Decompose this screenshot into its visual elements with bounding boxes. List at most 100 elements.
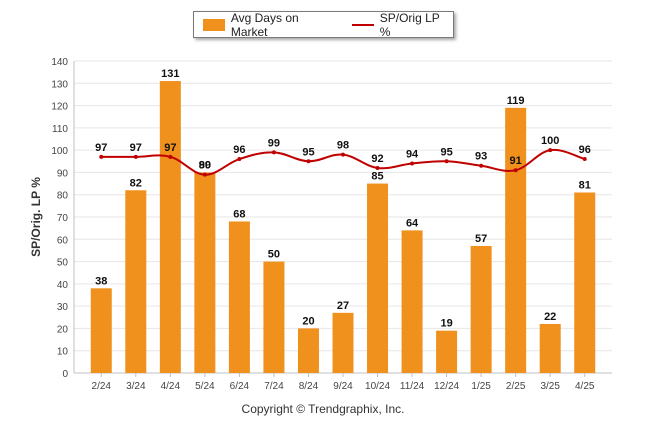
bar <box>367 183 389 373</box>
line-data-label: 97 <box>95 142 107 154</box>
y-tick-label: 80 <box>57 191 69 202</box>
y-tick-label: 130 <box>51 79 68 90</box>
legend-item-bar[interactable]: Avg Days on Market <box>203 11 338 39</box>
bar <box>470 245 492 373</box>
y-tick-label: 100 <box>51 146 68 157</box>
x-tick-label: 8/24 <box>299 381 319 392</box>
bar-data-label: 82 <box>130 177 142 189</box>
x-tick-label: 6/24 <box>230 381 250 392</box>
bar <box>436 330 458 373</box>
y-tick-label: 10 <box>57 347 69 358</box>
y-tick-label: 70 <box>57 213 69 224</box>
copyright-text: Copyright © Trendgraphix, Inc. <box>241 402 405 416</box>
bar-data-label: 27 <box>337 300 349 312</box>
line-data-label: 98 <box>337 140 349 152</box>
line-point <box>99 154 104 159</box>
x-tick-label: 7/24 <box>264 381 284 392</box>
x-tick-label: 4/25 <box>575 381 595 392</box>
line-point <box>341 152 345 157</box>
x-tick-label: 3/24 <box>126 381 146 392</box>
bar <box>194 172 216 373</box>
x-tick-label: 2/24 <box>92 381 112 392</box>
x-tick-label: 3/25 <box>540 381 560 392</box>
x-tick-label: 12/24 <box>434 381 459 392</box>
y-tick-label: 20 <box>57 324 69 335</box>
bar-data-label: 81 <box>579 179 591 191</box>
line-data-label: 96 <box>579 144 591 156</box>
y-tick-label: 50 <box>57 258 69 269</box>
line-data-label: 91 <box>510 155 522 167</box>
bar <box>228 221 250 373</box>
line-point <box>271 150 276 155</box>
y-tick-label: 90 <box>57 168 69 179</box>
y-tick-label: 120 <box>51 102 68 113</box>
legend-line-swatch <box>351 23 374 26</box>
line-point <box>582 157 587 162</box>
legend-label-bar: Avg Days on Market <box>230 10 299 39</box>
line-data-label: 96 <box>233 144 245 156</box>
bar-data-label: 90 <box>199 159 211 171</box>
line-point <box>479 163 484 168</box>
bar <box>297 328 319 373</box>
y-tick-label: 140 <box>51 57 68 68</box>
line-data-label: 97 <box>164 142 176 154</box>
bar <box>539 323 561 373</box>
bar <box>574 192 596 373</box>
line-data-label: 100 <box>541 135 559 147</box>
line-data-label: 92 <box>371 153 383 165</box>
line-point <box>375 165 380 170</box>
bar-data-label: 119 <box>507 95 525 107</box>
line-point <box>306 159 311 164</box>
y-tick-label: 110 <box>52 124 68 135</box>
bar-data-label: 50 <box>268 249 280 261</box>
bar <box>263 261 285 373</box>
legend: Avg Days on Market SP/Orig LP % <box>193 10 454 39</box>
bar-data-label: 131 <box>161 68 179 80</box>
x-tick-label: 4/24 <box>161 381 181 392</box>
bar <box>401 230 423 373</box>
legend-item-line[interactable]: SP/Orig LP % <box>351 10 453 39</box>
bar-data-label: 85 <box>371 171 383 183</box>
y-tick-label: 0 <box>62 369 68 380</box>
y-tick-label: 30 <box>57 302 69 313</box>
line-data-label: 95 <box>440 146 452 158</box>
line-data-label: 99 <box>268 137 280 149</box>
bar-data-label: 22 <box>544 311 556 323</box>
line-data-label: 93 <box>475 151 487 163</box>
line-point <box>202 172 207 177</box>
bar <box>125 190 147 373</box>
y-tick-label: 40 <box>57 280 69 291</box>
bar <box>159 81 181 374</box>
bar-data-label: 68 <box>233 208 245 220</box>
y-tick-label: 60 <box>57 235 69 246</box>
line-data-label: 95 <box>302 146 314 158</box>
bar-data-label: 38 <box>95 275 107 287</box>
x-tick-label: 11/24 <box>400 381 425 392</box>
bar-data-label: 64 <box>406 217 419 229</box>
line-point <box>410 161 415 166</box>
line-data-label: 97 <box>130 142 142 154</box>
x-tick-label: 5/24 <box>195 381 215 392</box>
line-point <box>444 159 449 164</box>
line-point <box>548 148 553 153</box>
line-data-label: 89 <box>199 160 211 172</box>
x-tick-label: 10/24 <box>365 381 390 392</box>
x-tick-label: 1/25 <box>471 381 491 392</box>
line-point <box>168 154 173 159</box>
x-tick-label: 2/25 <box>506 381 526 392</box>
bar <box>505 107 527 374</box>
bar-data-label: 57 <box>475 233 487 245</box>
legend-label-line: SP/Orig LP % <box>379 10 440 39</box>
line-data-label: 94 <box>406 149 419 161</box>
bar <box>332 312 354 373</box>
line-point <box>133 154 138 159</box>
legend-bar-swatch <box>203 18 225 31</box>
y-axis-label: SP/Orig. LP % <box>29 177 43 257</box>
x-tick-label: 9/24 <box>333 381 353 392</box>
bar-data-label: 20 <box>302 315 314 327</box>
line-point <box>513 168 518 173</box>
line-point <box>237 157 242 162</box>
bar-data-label: 19 <box>440 318 452 330</box>
